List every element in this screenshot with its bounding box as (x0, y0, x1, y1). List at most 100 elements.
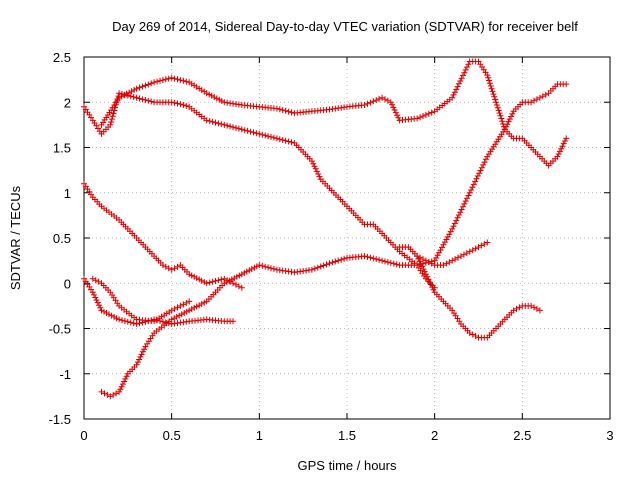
data-point (95, 278, 102, 285)
data-point (493, 99, 499, 106)
data-point (470, 181, 477, 188)
data-point (180, 102, 187, 108)
data-point (139, 83, 146, 90)
data-point (450, 223, 457, 230)
data-point (422, 271, 429, 278)
data-point (148, 98, 155, 105)
data-point (466, 189, 473, 196)
data-point (107, 393, 114, 400)
data-point (256, 130, 263, 137)
data-point (392, 109, 399, 116)
data-point (186, 298, 193, 305)
data-point (130, 320, 137, 327)
y-tick-label: -1.5 (49, 412, 71, 427)
data-point (555, 151, 562, 157)
data-point (238, 284, 245, 291)
data-point (177, 77, 184, 84)
data-point (116, 316, 123, 323)
data-point (108, 119, 115, 125)
data-point (421, 268, 428, 275)
data-point (531, 304, 537, 311)
data-point (472, 245, 479, 252)
data-point (462, 198, 469, 205)
data-point (119, 381, 126, 388)
y-tick-label: -1 (59, 367, 71, 382)
data-point (391, 107, 398, 113)
data-point (453, 217, 460, 224)
data-point (367, 99, 374, 106)
data-point (141, 346, 148, 353)
data-point (452, 256, 459, 263)
data-point (364, 100, 371, 107)
gridlines (84, 57, 610, 419)
data-point (563, 81, 570, 88)
data-point (414, 115, 421, 122)
data-point (495, 107, 502, 114)
data-point (89, 289, 96, 296)
data-point (373, 97, 380, 104)
data-point (174, 76, 181, 83)
data-point (139, 96, 146, 103)
data-point (133, 85, 140, 92)
data-point (168, 74, 175, 81)
data-point (270, 265, 277, 272)
series-arc-late-rise (414, 239, 491, 269)
data-point (361, 253, 368, 260)
y-tick-label: -0.5 (49, 322, 71, 337)
x-tick-label: 0 (80, 428, 87, 443)
data-point (466, 248, 473, 255)
data-point (449, 257, 456, 264)
data-point (509, 110, 516, 117)
data-point (393, 261, 400, 268)
data-point (425, 110, 432, 117)
data-point (276, 106, 283, 113)
data-point (536, 307, 543, 314)
data-point (536, 94, 543, 101)
data-point (171, 99, 178, 106)
data-point (472, 178, 479, 185)
data-point (395, 114, 402, 121)
data-point (268, 265, 274, 272)
data-point (162, 319, 169, 326)
data-point (235, 125, 242, 132)
data-point (446, 231, 453, 238)
data-point (528, 302, 535, 309)
data-point (373, 256, 380, 263)
data-point (439, 244, 445, 251)
data-point (463, 250, 470, 257)
data-point (171, 265, 178, 272)
data-point (203, 280, 210, 287)
data-point (481, 159, 488, 166)
data-point (171, 305, 178, 312)
data-point (256, 262, 263, 269)
data-point (491, 93, 498, 100)
data-point (92, 294, 99, 301)
data-point (504, 121, 511, 128)
data-point (422, 111, 429, 118)
data-point (104, 391, 111, 398)
data-point (183, 78, 190, 85)
data-point (419, 263, 426, 270)
data-point (554, 153, 561, 160)
data-point (168, 266, 175, 273)
data-point (370, 98, 377, 105)
data-point (489, 88, 496, 95)
y-tick-label: 2.5 (53, 50, 71, 65)
data-point (382, 96, 388, 103)
data-point (151, 79, 158, 86)
data-point (113, 390, 120, 397)
y-tick-label: 1 (64, 186, 71, 201)
data-point (109, 113, 116, 120)
data-point (455, 254, 461, 261)
data-point (124, 318, 131, 325)
data-point (212, 119, 219, 126)
data-point (233, 281, 239, 288)
data-point (165, 320, 172, 327)
data-point (450, 91, 457, 98)
data-point (556, 148, 563, 155)
data-point (457, 78, 464, 84)
data-point (561, 138, 568, 144)
data-point (379, 94, 386, 101)
data-point (317, 263, 324, 270)
